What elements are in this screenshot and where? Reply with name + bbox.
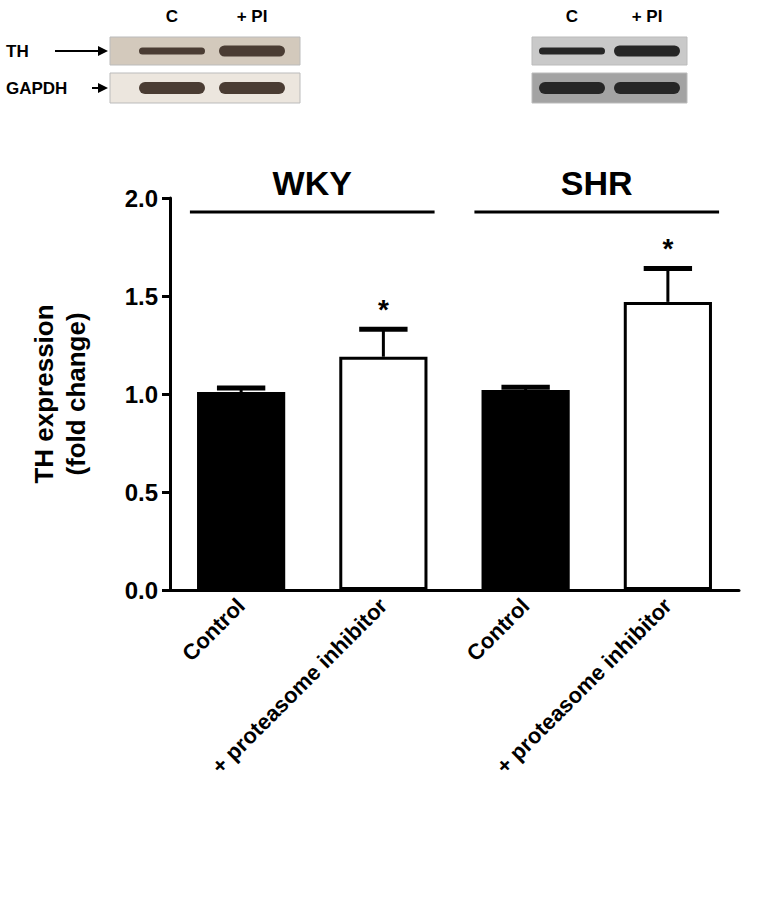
svg-text:2.0: 2.0: [125, 185, 158, 212]
svg-text:SHR: SHR: [561, 164, 633, 202]
svg-text:(fold change): (fold change): [61, 312, 91, 475]
svg-text:Control: Control: [462, 593, 535, 666]
svg-text:0.5: 0.5: [125, 479, 158, 506]
svg-text:WKY: WKY: [273, 164, 353, 202]
svg-text:*: *: [378, 294, 389, 325]
svg-text:TH expression: TH expression: [29, 304, 59, 483]
svg-text:TH: TH: [6, 42, 29, 61]
svg-text:1.0: 1.0: [125, 381, 158, 408]
svg-text:+ proteasome inhibitor: + proteasome inhibitor: [491, 593, 677, 779]
svg-text:0.0: 0.0: [125, 577, 158, 604]
svg-text:*: *: [662, 233, 673, 264]
svg-text:GAPDH: GAPDH: [6, 79, 67, 98]
svg-text:+ PI: + PI: [237, 7, 268, 26]
svg-text:C: C: [566, 7, 578, 26]
svg-text:+ proteasome inhibitor: + proteasome inhibitor: [207, 593, 393, 779]
svg-text:C: C: [166, 7, 178, 26]
svg-text:Control: Control: [177, 593, 250, 666]
svg-text:1.5: 1.5: [125, 283, 158, 310]
svg-text:+ PI: + PI: [632, 7, 663, 26]
